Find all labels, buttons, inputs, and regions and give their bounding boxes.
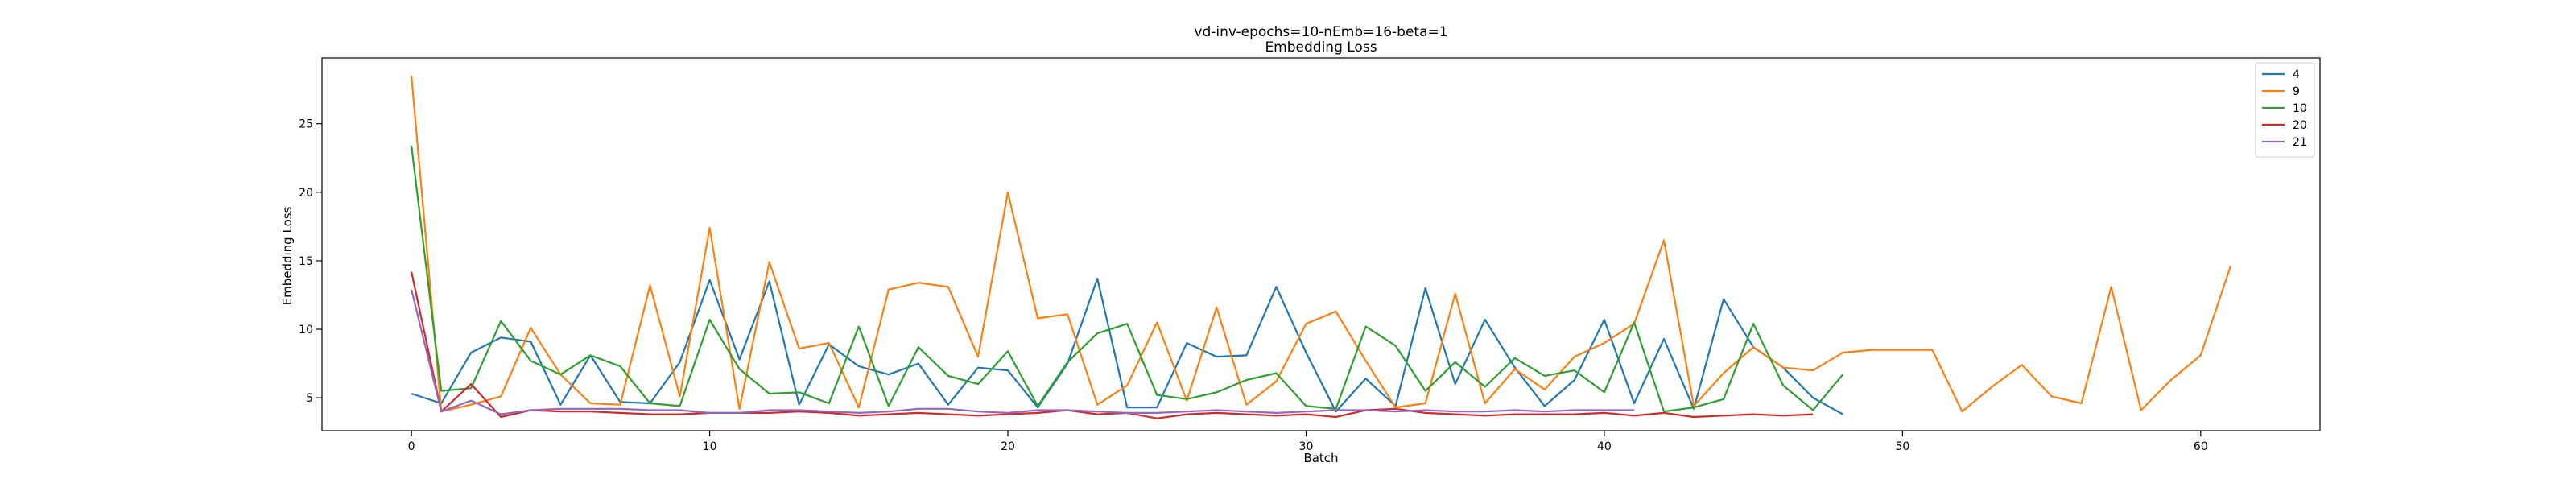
legend-label-10: 10 — [2293, 102, 2307, 115]
series-line-9 — [411, 76, 2231, 413]
x-tick-label: 0 — [408, 440, 415, 453]
series-line-10 — [411, 145, 1844, 413]
x-tick-label: 30 — [1299, 440, 1314, 453]
legend-label-4: 4 — [2293, 68, 2300, 81]
series-line-4 — [411, 278, 1843, 415]
axes: 0 10 20 30 40 50 60 5 10 15 20 25 — [299, 57, 2321, 453]
x-tick-label: 40 — [1597, 440, 1612, 453]
chart-subtitle: Embedding Loss — [1265, 39, 1377, 56]
chart-title: vd-inv-epochs=10-nEmb=16-beta=1 — [1194, 24, 1447, 40]
plot-lines — [411, 76, 2231, 419]
x-tick-label: 10 — [703, 440, 717, 453]
legend-label-9: 9 — [2293, 85, 2300, 98]
y-tick-label: 15 — [299, 255, 313, 268]
legend: 4 9 10 20 21 — [2255, 62, 2315, 158]
y-tick-label: 20 — [299, 187, 313, 200]
x-tick-label: 60 — [2194, 440, 2208, 453]
x-tick-label: 20 — [1001, 440, 1015, 453]
legend-box — [2255, 62, 2315, 158]
series-line-20 — [411, 271, 1814, 419]
y-axis-label: Embedding Loss — [280, 206, 295, 305]
plot-frame — [321, 57, 2321, 431]
x-tick-label: 50 — [1895, 440, 1909, 453]
y-tick-label: 10 — [299, 324, 313, 336]
y-tick-label: 5 — [306, 392, 313, 405]
y-tick-label: 25 — [299, 118, 313, 131]
legend-label-21: 21 — [2293, 136, 2307, 149]
legend-label-20: 20 — [2293, 119, 2307, 132]
x-axis-label: Batch — [1303, 451, 1338, 465]
series-line-21 — [411, 289, 1634, 415]
